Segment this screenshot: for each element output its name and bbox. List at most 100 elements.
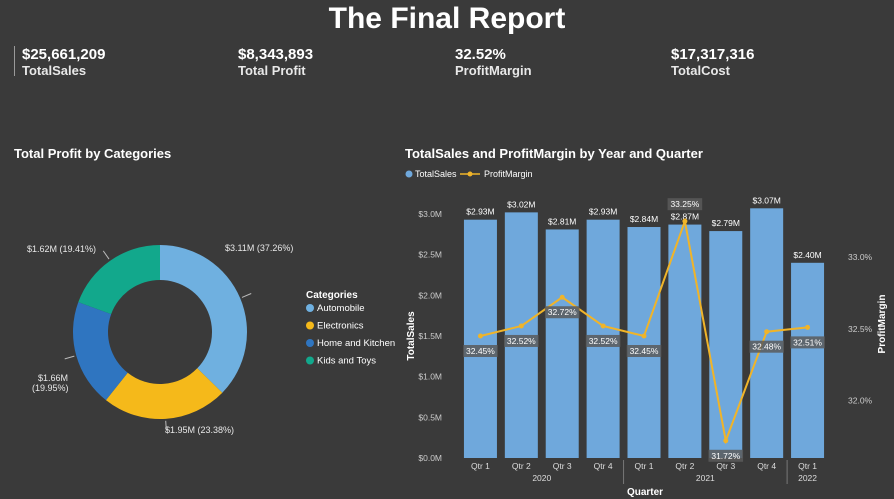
- kpi-value: $17,317,316: [671, 46, 755, 63]
- kpi-value: $25,661,209: [22, 46, 106, 63]
- kpi-label: TotalSales: [22, 63, 87, 78]
- bar-data-label: $2.79M: [712, 218, 740, 228]
- line-point-5[interactable]: [641, 333, 647, 339]
- x-axis-title: Quarter: [627, 487, 663, 498]
- donut-data-label: $1.62M (19.41%): [27, 244, 96, 254]
- donut-data-label: $1.66M (19.95%): [32, 373, 69, 393]
- line-data-label: 31.72%: [711, 451, 740, 461]
- line-point-1[interactable]: [477, 333, 483, 339]
- line-label-bg: [626, 345, 662, 357]
- x-tick-label: Qtr 4: [757, 461, 776, 471]
- line-label-bg: [708, 449, 744, 462]
- legend-item: Home and Kitchen: [317, 338, 395, 349]
- legend-item: Automobile: [317, 303, 365, 314]
- kpi-value: 32.52%: [455, 46, 506, 63]
- kpi-total-sales[interactable]: $25,661,209 TotalSales: [22, 46, 105, 78]
- bar-data-label: $2.40M: [793, 250, 821, 260]
- line-label-bg: [463, 345, 498, 357]
- x-year-label: 2020: [532, 473, 551, 483]
- legend-marker: [306, 321, 314, 330]
- line-point-8[interactable]: [764, 329, 770, 335]
- donut-leader-line: [64, 355, 75, 360]
- x-tick-label: Qtr 2: [512, 461, 531, 471]
- legend-marker-bars: [405, 170, 413, 178]
- legend-item-profitmargin: ProfitMargin: [484, 169, 533, 179]
- bar-data-label: $2.81M: [548, 216, 576, 226]
- line-data-label: 33.25%: [670, 199, 699, 209]
- bar-1[interactable]: [463, 219, 497, 458]
- kpi-row: $25,661,209 TotalSales $8,343,893 Total …: [0, 46, 894, 80]
- y2-tick-label: 32.5%: [848, 324, 873, 334]
- donut-slice-electronics[interactable]: [105, 368, 223, 419]
- y-tick-label: $0.0M: [418, 453, 442, 463]
- line-label-bg: [667, 198, 703, 211]
- y2-tick-label: 33.0%: [848, 252, 873, 262]
- donut-slice-home-and-kitchen[interactable]: [73, 302, 128, 401]
- y-tick-label: $1.0M: [418, 372, 442, 382]
- x-tick-label: Qtr 1: [471, 461, 490, 471]
- combo-chart[interactable]: TotalSales ProfitMargin $0.0M $0.5M $1.0M $1.…: [400, 162, 894, 499]
- kpi-divider: [14, 46, 15, 76]
- x-year-label: 2022: [798, 473, 817, 483]
- legend-marker: [306, 304, 314, 312]
- y2-tick-label: 32.0%: [848, 396, 873, 406]
- line-data-label: 32.45%: [466, 346, 495, 356]
- donut-leader-line: [241, 293, 252, 298]
- x-year-label: 2021: [696, 473, 715, 483]
- donut-data-label: $1.95M (23.38%): [165, 425, 234, 435]
- kpi-label: TotalCost: [671, 63, 730, 78]
- line-data-label: 32.52%: [507, 336, 536, 346]
- line-label-bg: [749, 340, 784, 353]
- legend-marker-dot: [467, 171, 473, 177]
- bar-9[interactable]: [791, 262, 825, 458]
- kpi-total-cost[interactable]: $17,317,316 TotalCost: [671, 46, 754, 78]
- kpi-value: $8,343,893: [238, 46, 314, 63]
- x-tick-label: Qtr 3: [716, 461, 735, 471]
- line-data-label: 32.45%: [630, 346, 659, 356]
- donut-chart-title: Total Profit by Categories: [14, 146, 172, 161]
- bar-3[interactable]: [545, 229, 579, 458]
- legend-title: Categories: [306, 290, 358, 301]
- bar-data-label: $2.93M: [466, 207, 494, 217]
- line-point-3[interactable]: [559, 294, 565, 300]
- bar-7[interactable]: [709, 231, 743, 458]
- line-point-4[interactable]: [600, 323, 606, 329]
- donut-slice-kids-and-toys[interactable]: [78, 245, 160, 315]
- bar-data-label: $3.07M: [752, 195, 780, 205]
- line-point-9[interactable]: [805, 324, 811, 330]
- donut-slice-automobile[interactable]: [160, 245, 247, 393]
- line-data-label: 32.72%: [548, 307, 577, 317]
- bar-data-label: $2.87M: [671, 212, 699, 222]
- line-label-bg: [790, 336, 825, 349]
- line-data-label: 32.51%: [793, 337, 822, 347]
- line-data-label: 32.52%: [589, 336, 618, 346]
- kpi-label: Total Profit: [238, 63, 306, 78]
- y-tick-label: $2.5M: [418, 250, 442, 260]
- line-point-6[interactable]: [682, 218, 688, 224]
- x-tick-label: Qtr 4: [594, 461, 613, 471]
- x-tick-label: Qtr 1: [798, 461, 817, 471]
- kpi-total-profit[interactable]: $8,343,893 Total Profit: [238, 46, 313, 78]
- legend-marker: [306, 356, 314, 365]
- bar-6[interactable]: [668, 224, 702, 458]
- line-label-bg: [504, 334, 539, 347]
- x-tick-label: Qtr 3: [553, 461, 572, 471]
- x-tick-label: Qtr 2: [675, 461, 694, 471]
- line-point-7[interactable]: [723, 438, 729, 444]
- line-label-bg: [544, 306, 580, 319]
- bar-5[interactable]: [627, 227, 661, 458]
- page-title: The Final Report: [328, 2, 566, 35]
- kpi-label: ProfitMargin: [455, 63, 532, 78]
- line-point-2[interactable]: [518, 323, 524, 329]
- kpi-profit-margin[interactable]: 32.52% ProfitMargin: [455, 46, 532, 78]
- donut-leader-line: [165, 420, 167, 431]
- donut-leader-line: [102, 250, 110, 260]
- bar-data-label: $2.84M: [630, 214, 658, 224]
- donut-chart[interactable]: $3.11M (37.26%) $1.95M (23.38%) $1.66M (19.…: [0, 165, 400, 465]
- donut-data-label: $3.11M (37.26%): [225, 243, 293, 253]
- x-tick-label: Qtr 1: [635, 461, 654, 471]
- y-tick-label: $1.5M: [418, 331, 442, 341]
- legend-item: Kids and Toys: [317, 356, 376, 367]
- legend-item: Electronics: [317, 321, 364, 332]
- y-tick-label: $0.5M: [418, 412, 442, 422]
